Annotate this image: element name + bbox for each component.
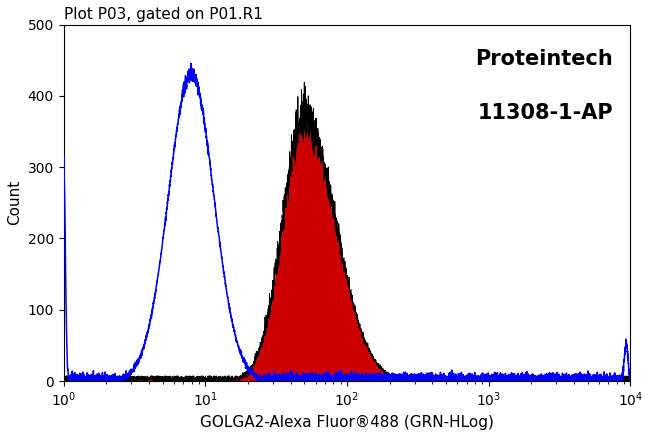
Y-axis label: Count: Count [7,180,22,225]
Text: Proteintech: Proteintech [476,49,614,69]
Text: 11308-1-AP: 11308-1-AP [478,103,614,123]
X-axis label: GOLGA2-Alexa Fluor®488 (GRN-HLog): GOLGA2-Alexa Fluor®488 (GRN-HLog) [200,415,494,430]
Text: Plot P03, gated on P01.R1: Plot P03, gated on P01.R1 [64,7,263,22]
